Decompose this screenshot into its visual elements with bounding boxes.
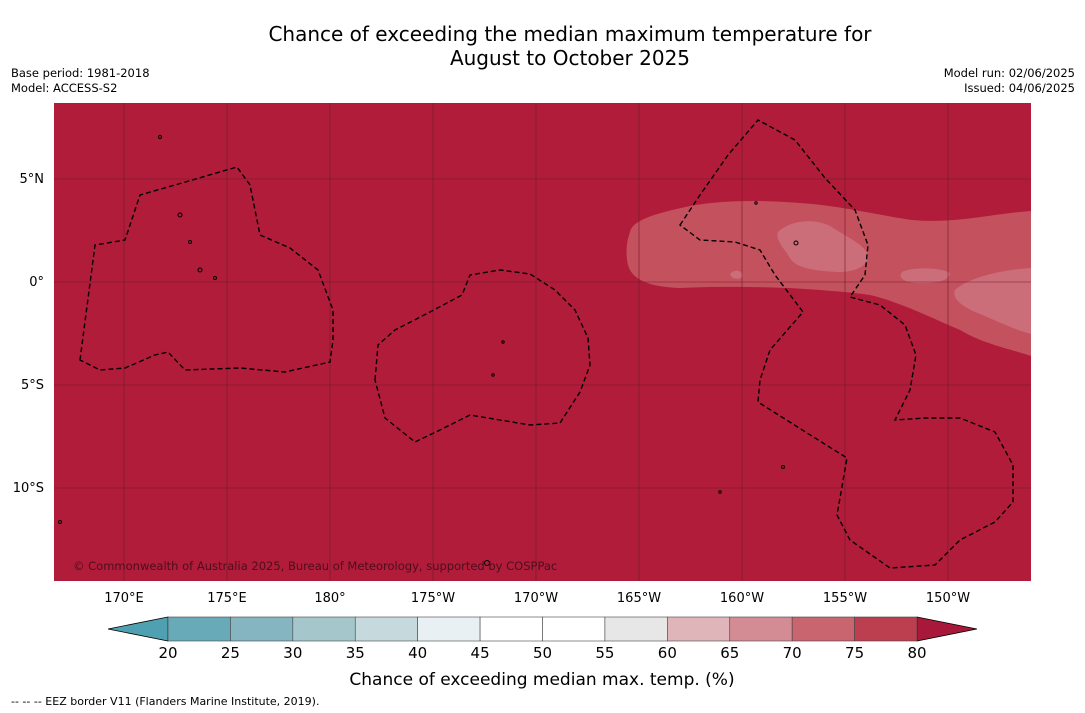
colorbar-ticks: 20 25 30 35 40 45 50 55 60 65 70 75 80	[158, 644, 926, 662]
colorbar-segment	[729, 616, 793, 642]
colorbar-tick-label: 25	[221, 644, 240, 662]
colorbar-tick-label: 65	[720, 644, 739, 662]
band-65-70-mid	[900, 268, 950, 284]
meta-left: Base period: 1981-2018 Model: ACCESS-S2	[11, 66, 150, 96]
colorbar: 20 25 30 35 40 45 50 55 60 65 70 75 80 Chance of exc…	[107, 616, 978, 690]
colorbar-over-arrow	[916, 616, 978, 642]
lat-label: 10°S	[13, 481, 44, 496]
colorbar-tick-label: 35	[346, 644, 365, 662]
colorbar-tick-label: 75	[845, 644, 864, 662]
lat-label: 5°S	[21, 378, 44, 393]
colorbar-segment	[354, 616, 418, 642]
graticule	[54, 103, 1031, 581]
island	[491, 373, 495, 377]
band-65-70-small	[730, 270, 743, 279]
islands	[58, 135, 799, 566]
island	[188, 240, 192, 244]
map-background	[54, 103, 1031, 581]
eez-phoenix	[374, 269, 591, 443]
island	[718, 490, 722, 494]
map-panel: © Commonwealth of Australia 2025, Bureau…	[54, 103, 1031, 581]
lon-label: 165°W	[617, 591, 661, 606]
copyright-text: © Commonwealth of Australia 2025, Bureau…	[73, 559, 557, 573]
base-period: Base period: 1981-2018	[11, 66, 150, 80]
lon-label: 150°W	[926, 591, 970, 606]
colorbar-tick-label: 50	[533, 644, 552, 662]
colorbar-segments	[167, 616, 918, 642]
colorbar-segment	[479, 616, 543, 642]
model-name: Model: ACCESS-S2	[11, 81, 118, 95]
lat-label: 0°	[29, 275, 44, 290]
colorbar-segment	[542, 616, 606, 642]
map-title: Chance of exceeding the median maximum t…	[0, 22, 1085, 70]
band-65-70-west	[777, 221, 869, 272]
lon-label: 155°W	[823, 591, 867, 606]
band-70-75	[626, 201, 1031, 356]
colorbar-tick-label: 55	[595, 644, 614, 662]
colorbar-tick-label: 45	[471, 644, 490, 662]
title-line-1: Chance of exceeding the median maximum t…	[268, 22, 872, 46]
island	[754, 201, 758, 205]
colorbar-tick-label: 20	[158, 644, 177, 662]
band-65-70-east	[954, 268, 1031, 334]
eez-line-islands	[679, 119, 1014, 569]
island	[781, 465, 785, 469]
colorbar-segment	[230, 616, 294, 642]
colorbar-tick-label: 60	[658, 644, 677, 662]
lon-label: 175°W	[411, 591, 455, 606]
island	[213, 276, 217, 280]
colorbar-segment	[604, 616, 668, 642]
lon-label: 170°W	[514, 591, 558, 606]
island	[197, 267, 203, 273]
colorbar-segment	[854, 616, 918, 642]
model-run: Model run: 02/06/2025	[943, 66, 1075, 80]
lon-label: 170°E	[104, 591, 144, 606]
island	[177, 212, 183, 218]
colorbar-segment	[791, 616, 855, 642]
colorbar-tick-label: 70	[783, 644, 802, 662]
eez-footnote: -- -- -- EEZ border V11 (Flanders Marine…	[11, 695, 320, 708]
colorbar-label: Chance of exceeding median max. temp. (%…	[349, 670, 734, 690]
issued-date: Issued: 04/06/2025	[964, 81, 1075, 95]
lon-label: 160°W	[720, 591, 764, 606]
lon-label: 180°	[314, 591, 345, 606]
island	[501, 340, 505, 344]
colorbar-tick-label: 30	[283, 644, 302, 662]
lon-label: 175°E	[207, 591, 247, 606]
colorbar-segment	[167, 616, 231, 642]
lat-labels: 5°N 0° 5°S 10°S	[13, 172, 44, 496]
eez-borders	[79, 119, 1014, 569]
colorbar-segment	[292, 616, 356, 642]
island	[793, 240, 799, 246]
colorbar-tick-label: 40	[408, 644, 427, 662]
lat-label: 5°N	[20, 172, 45, 187]
colorbar-segment	[417, 616, 481, 642]
lon-labels: 170°E 175°E 180° 175°W 170°W 165°W 160°W…	[104, 591, 970, 606]
meta-right: Model run: 02/06/2025 Issued: 04/06/2025	[944, 66, 1075, 96]
title-line-2: August to October 2025	[449, 46, 691, 70]
colorbar-under-arrow	[107, 616, 169, 642]
island	[484, 560, 490, 566]
colorbar-tick-label: 80	[907, 644, 926, 662]
island	[158, 135, 162, 139]
colorbar-segment	[667, 616, 731, 642]
island	[58, 520, 62, 524]
